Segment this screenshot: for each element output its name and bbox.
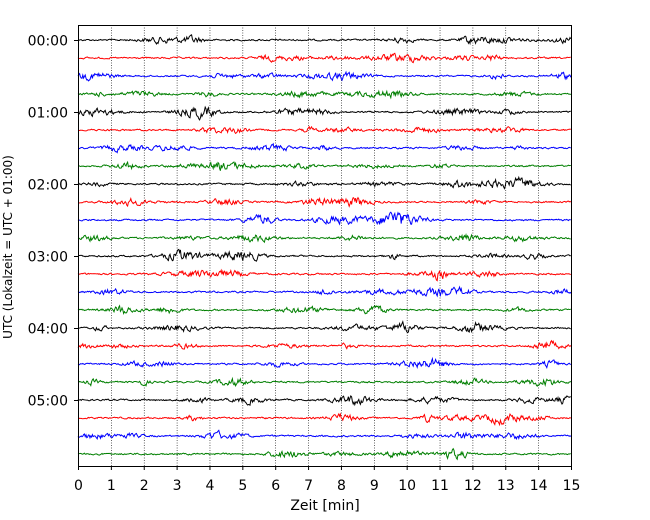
x-tick-label: 1 xyxy=(107,478,116,494)
seismogram-trace xyxy=(77,196,572,208)
seismogram-trace xyxy=(77,105,571,121)
x-tick-label: 12 xyxy=(464,478,482,494)
seismogram-trace xyxy=(77,447,571,461)
seismogram-trace xyxy=(77,356,572,370)
y-axis-ticks: 00:00 01:00 02:00 03:00 04:00 05:00 xyxy=(28,34,78,410)
x-tick-label: 7 xyxy=(304,478,313,494)
y-tick-label: 02:00 xyxy=(28,178,68,194)
seismogram-trace xyxy=(77,320,571,334)
x-tick-label: 5 xyxy=(238,478,247,494)
seismogram-trace xyxy=(77,248,571,262)
y-tick-label: 01:00 xyxy=(28,106,68,122)
seismogram-trace xyxy=(77,339,572,350)
seismogram-trace xyxy=(77,412,572,427)
x-axis-ticks: 0 1 2 3 4 5 6 7 8 9 10 11 12 13 14 15 xyxy=(74,466,580,494)
y-tick-label: 00:00 xyxy=(28,34,68,50)
seismogram-trace xyxy=(77,70,572,82)
seismogram-trace xyxy=(77,34,572,46)
seismogram-trace xyxy=(77,52,571,64)
x-tick-label: 15 xyxy=(563,478,581,494)
x-tick-label: 4 xyxy=(206,478,215,494)
seismogram-trace xyxy=(77,285,572,298)
seismogram-trace xyxy=(77,142,571,154)
vertical-gridlines xyxy=(111,25,539,466)
seismogram-trace xyxy=(77,232,571,244)
seismogram-trace xyxy=(77,125,571,135)
x-tick-label: 11 xyxy=(431,478,449,494)
x-tick-label: 6 xyxy=(271,478,280,494)
x-tick-label: 3 xyxy=(173,478,182,494)
seismogram-trace xyxy=(77,394,571,407)
seismogram-trace xyxy=(77,175,571,190)
seismogram-trace xyxy=(77,429,572,441)
y-tick-label: 03:00 xyxy=(28,250,68,266)
seismogram-trace xyxy=(77,376,572,388)
seismogram-trace xyxy=(77,89,572,100)
x-axis-label: Zeit [min] xyxy=(290,498,359,514)
x-tick-label: 9 xyxy=(370,478,379,494)
plot-frame xyxy=(78,25,572,467)
x-tick-label: 2 xyxy=(140,478,149,494)
x-tick-label: 13 xyxy=(497,478,515,494)
seismogram-traces xyxy=(77,34,572,461)
seismogram-trace xyxy=(77,268,571,282)
y-tick-label: 04:00 xyxy=(28,322,68,338)
seismogram-trace xyxy=(77,160,571,171)
x-tick-label: 8 xyxy=(337,478,346,494)
seismogram-trace xyxy=(77,304,571,316)
x-tick-label: 14 xyxy=(530,478,548,494)
x-tick-label: 10 xyxy=(398,478,416,494)
x-tick-label: 0 xyxy=(74,478,83,494)
y-tick-label: 05:00 xyxy=(28,394,68,410)
seismogram-trace xyxy=(77,211,571,226)
y-axis-label: UTC (Lokalzeit = UTC + 01:00) xyxy=(1,155,15,339)
